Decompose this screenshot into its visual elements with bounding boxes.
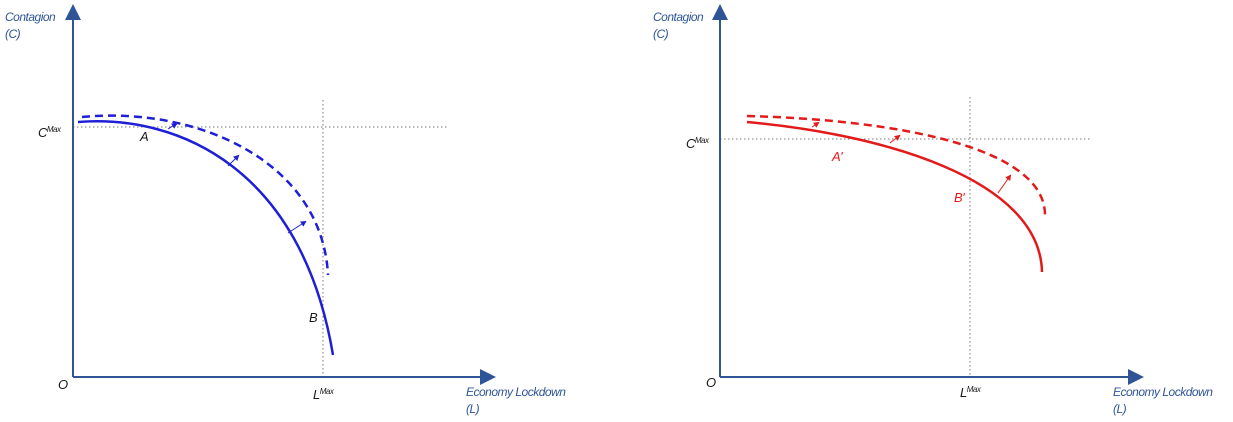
x-axis-label: Economy Lockdown [466, 385, 566, 399]
shift-arrow [997, 174, 1012, 194]
point-label: A [139, 129, 148, 144]
x-axis-unit: (L) [466, 402, 480, 416]
shifted-frontier [746, 114, 1047, 216]
panel-right: Contagion (C) CMax A' B' O LMax Economy … [653, 4, 1214, 416]
c-max-label: CMax [686, 136, 710, 151]
shift-arrow [811, 121, 820, 128]
c-max-label: CMax [38, 125, 62, 140]
point-label: B' [954, 190, 965, 205]
y-axis-label: Contagion [5, 10, 56, 24]
shifted-frontier [81, 114, 330, 276]
l-max-label: LMax [960, 385, 982, 400]
shift-arrow [227, 154, 240, 167]
y-axis-unit: (C) [5, 27, 21, 41]
origin-label: O [58, 377, 68, 392]
shift-arrow [889, 134, 901, 144]
frontier [77, 120, 335, 356]
point-label: B [309, 310, 318, 325]
y-axis-label: Contagion [653, 10, 704, 24]
frontier [746, 120, 1044, 273]
x-axis-label: Economy Lockdown [1113, 385, 1213, 399]
l-max-label: LMax [313, 387, 335, 402]
panel-left: Contagion (C) CMax A B O LMax Economy Lo… [5, 4, 567, 416]
x-axis-unit: (L) [1113, 402, 1127, 416]
y-axis-unit: (C) [653, 27, 669, 41]
origin-label: O [706, 375, 716, 390]
shift-arrow [287, 220, 307, 234]
point-label: A' [831, 149, 843, 164]
shift-arrow [167, 122, 178, 130]
